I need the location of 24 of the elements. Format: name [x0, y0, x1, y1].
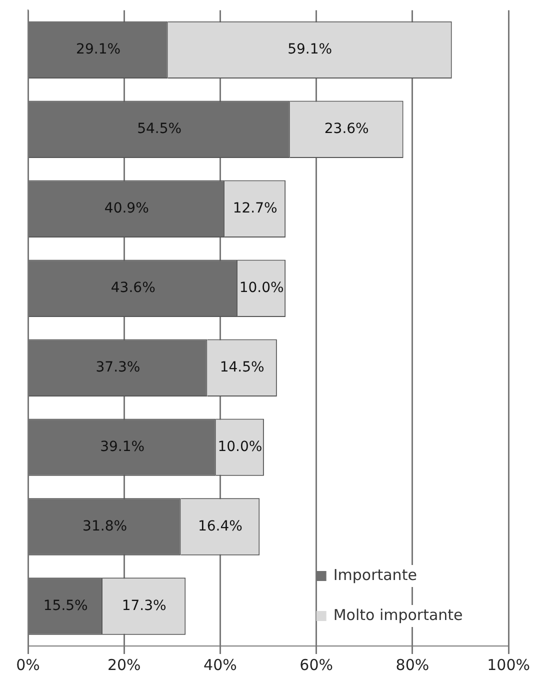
data-label: 39.1% — [100, 438, 145, 455]
data-label: 31.8% — [82, 518, 128, 534]
x-tick-label: 100% — [487, 656, 530, 674]
legend-label: Molto importante — [333, 606, 463, 624]
x-tick-label: 60% — [300, 656, 334, 674]
data-label: 17.3% — [122, 598, 166, 614]
data-label: 10.0% — [218, 438, 262, 455]
data-label: 29.1% — [76, 42, 121, 58]
data-label: 15.5% — [43, 598, 88, 614]
data-label: 23.6% — [324, 121, 369, 138]
x-tick-label: 20% — [107, 656, 141, 674]
data-label: 16.4% — [198, 518, 242, 534]
data-label: 59.1% — [288, 42, 332, 58]
data-label: 43.6% — [110, 280, 156, 296]
x-tick-label: 80% — [396, 656, 430, 674]
legend-label: Importante — [333, 566, 417, 584]
data-label: 54.5% — [137, 121, 182, 138]
data-label: 14.5% — [220, 359, 264, 376]
data-label: 40.9% — [104, 200, 149, 217]
data-label: 12.7% — [232, 200, 278, 217]
data-label: 37.3% — [96, 359, 140, 376]
x-tick-label: 40% — [204, 656, 237, 674]
x-tick-label: 0% — [16, 656, 40, 674]
data-label: 10.0% — [239, 280, 284, 296]
